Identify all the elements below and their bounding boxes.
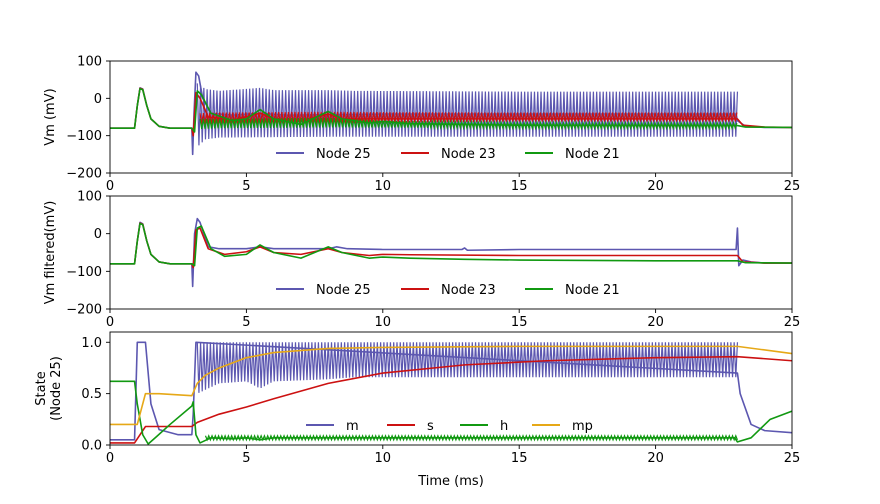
legend: Node 25 Node 23 Node 21 [276,283,620,298]
y-tick-label: 0.5 [81,387,102,402]
x-tick-label: 10 [375,179,392,194]
series-oscillation [196,342,739,393]
legend: m s h mp [306,419,593,434]
x-axis-label: Time (ms) [417,474,484,489]
x-tick-label: 0 [106,451,114,466]
legend-label: Node 25 [316,147,371,162]
series-oscillation [196,83,739,146]
legend-label: Node 23 [441,147,496,162]
series-line [110,217,792,288]
plot-area [110,71,792,156]
x-tick-label: 25 [784,451,801,466]
y-axis-label: State [34,371,49,405]
x-tick-label: 20 [647,451,664,466]
x-tick-label: 10 [375,315,392,330]
series-line [110,345,792,426]
legend-label: s [427,419,434,434]
panel-2: 0 5 10 15 20 25 100 0 −100 −200 Vm filtered(mV) Nod… [43,190,800,331]
x-tick-label: 10 [375,451,392,466]
series-oscillation [199,117,738,131]
y-axis-label: Vm (mV) [43,88,58,145]
x-tick-label: 5 [242,179,250,194]
x-tick-label: 0 [106,315,114,330]
x-tick-label: 5 [242,315,250,330]
plot-area [110,341,792,445]
series-h [110,380,792,445]
legend-label: mp [572,419,593,434]
x-tick-label: 15 [511,315,528,330]
series-node-25 [110,217,792,288]
x-tick-label: 0 [106,179,114,194]
x-tick-label: 15 [511,451,528,466]
x-tick-label: 15 [511,179,528,194]
series-line [110,87,792,133]
plot-frame [109,195,793,310]
series-m [110,341,792,441]
y-tick-label: −100 [66,265,102,280]
y-tick-label: 0 [94,92,102,107]
plot-area [110,217,792,288]
series-node-21 [110,222,792,267]
legend: Node 25 Node 23 Node 21 [276,147,620,162]
series-node-21 [110,87,792,133]
y-tick-label: 0.0 [81,439,102,454]
series-line [110,341,792,441]
x-tick-label: 5 [242,451,250,466]
legend-label: Node 23 [441,283,496,298]
legend-label: Node 25 [316,283,371,298]
y-tick-label: −100 [66,129,102,144]
plot-frame [109,60,793,174]
y-tick-label: 0 [94,227,102,242]
y-axis-label: Vm filtered(mV) [43,201,58,305]
y-tick-label: 100 [77,55,102,70]
series-line [110,380,792,445]
x-tick-label: 20 [647,179,664,194]
legend-label: h [500,419,508,434]
series-line [110,355,792,444]
y-axis-label: (Node 25) [49,356,64,421]
legend-label: m [346,419,359,434]
y-tick-label: 1.0 [81,336,102,351]
legend-label: Node 21 [565,283,620,298]
y-tick-label: −200 [66,167,102,182]
panel-3: 0 5 10 15 20 25 1.0 0.5 0.0 State (Node 25) Time (m… [34,331,801,489]
series-s [110,355,792,444]
y-tick-label: −200 [66,303,102,318]
series-mp [110,345,792,426]
y-tick-label: 100 [77,190,102,205]
series-line [110,222,792,267]
x-tick-label: 25 [784,179,801,194]
legend-label: Node 21 [565,147,620,162]
plot-frame [109,331,793,446]
x-tick-label: 25 [784,315,801,330]
x-tick-label: 20 [647,315,664,330]
